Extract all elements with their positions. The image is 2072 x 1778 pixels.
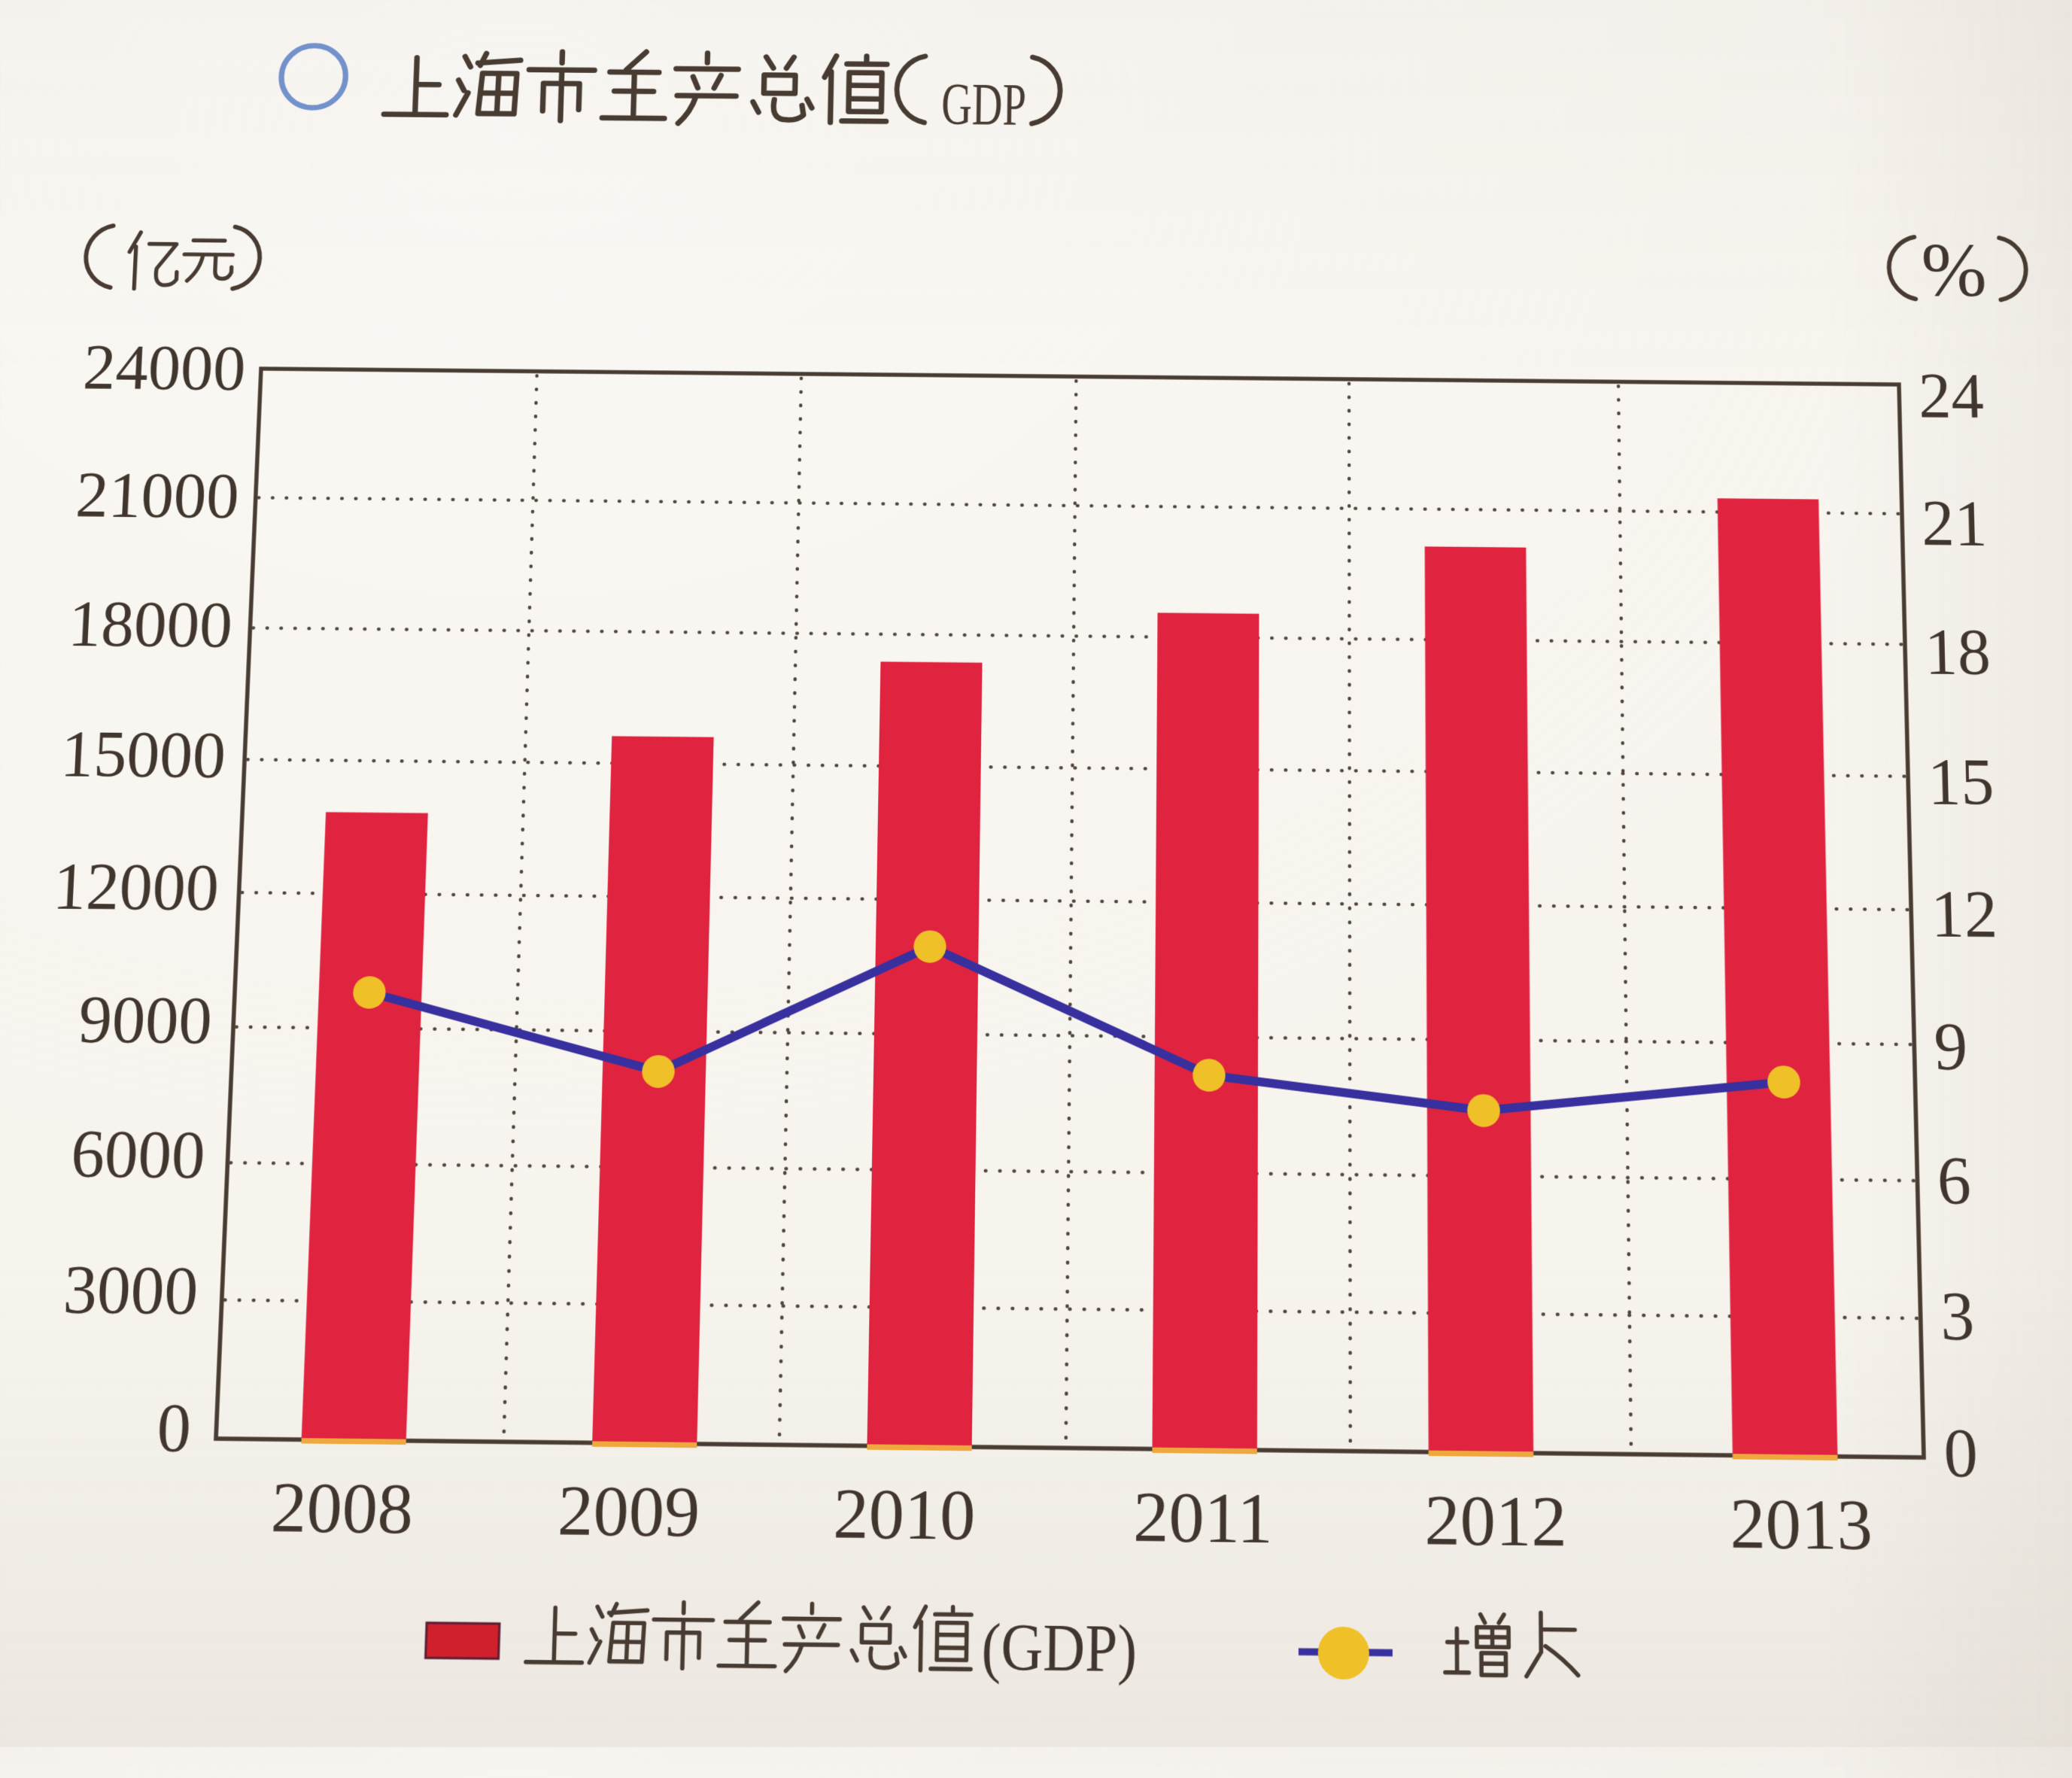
- svg-text:3: 3: [1940, 1279, 1975, 1355]
- svg-text:0: 0: [1943, 1415, 1979, 1492]
- svg-text:GDP: GDP: [941, 72, 1027, 138]
- svg-text:9000: 9000: [77, 983, 213, 1058]
- svg-text:18: 18: [1924, 616, 1991, 688]
- svg-text:0: 0: [156, 1390, 193, 1466]
- svg-text:12: 12: [1930, 877, 1998, 951]
- svg-text:21: 21: [1921, 488, 1988, 560]
- svg-text:18000: 18000: [67, 588, 234, 661]
- svg-text:%: %: [1920, 227, 1987, 312]
- svg-text:6000: 6000: [69, 1117, 206, 1193]
- svg-text:2013: 2013: [1729, 1483, 1873, 1565]
- svg-text:24000: 24000: [82, 333, 248, 404]
- svg-text:2008: 2008: [270, 1466, 415, 1549]
- svg-text:12000: 12000: [51, 849, 220, 924]
- svg-text:6: 6: [1937, 1144, 1972, 1219]
- svg-text:3000: 3000: [62, 1252, 199, 1329]
- svg-text:2012: 2012: [1424, 1479, 1567, 1561]
- svg-text:9: 9: [1933, 1010, 1968, 1084]
- svg-text:(GDP): (GDP): [981, 1611, 1137, 1687]
- svg-text:2010: 2010: [833, 1473, 977, 1555]
- svg-text:15000: 15000: [59, 719, 227, 792]
- svg-text:2009: 2009: [557, 1470, 701, 1552]
- svg-text:2011: 2011: [1133, 1476, 1273, 1558]
- svg-text:21000: 21000: [74, 460, 241, 532]
- svg-text:24: 24: [1918, 361, 1985, 432]
- svg-text:15: 15: [1927, 746, 1995, 819]
